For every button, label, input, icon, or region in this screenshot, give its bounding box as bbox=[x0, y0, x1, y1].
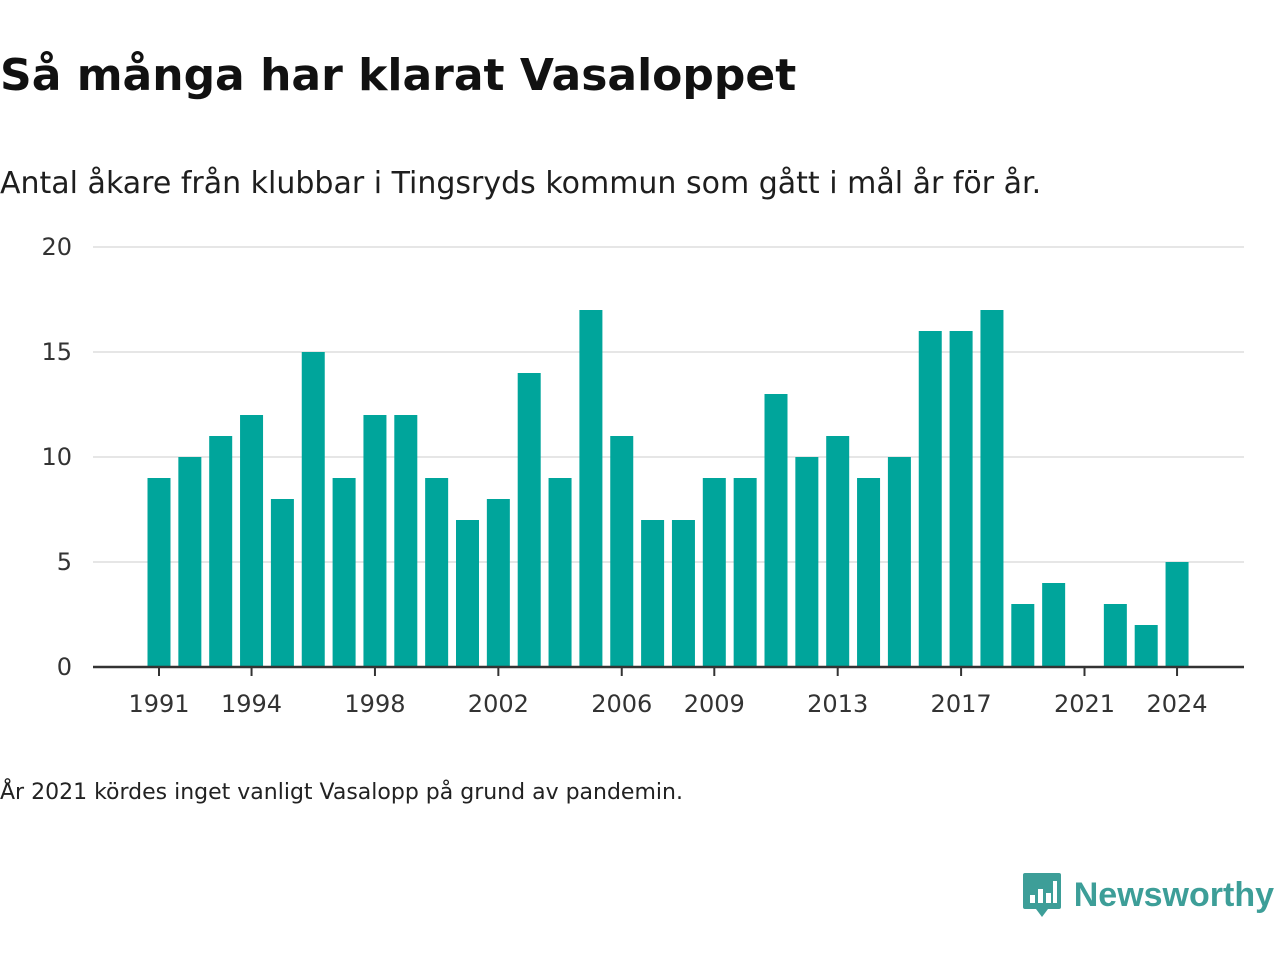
bar-2020 bbox=[1042, 583, 1066, 667]
bar-2024 bbox=[1165, 562, 1189, 667]
bar-1994 bbox=[240, 415, 264, 667]
chart-title: Så många har klarat Vasaloppet bbox=[0, 50, 797, 101]
bar-2015 bbox=[887, 457, 911, 667]
bar-2011 bbox=[764, 394, 788, 667]
bar-2002 bbox=[486, 499, 510, 667]
bar-2009 bbox=[702, 478, 726, 667]
x-tick-label: 2002 bbox=[468, 690, 529, 718]
bar-1996 bbox=[301, 352, 325, 667]
x-tick-label: 1998 bbox=[344, 690, 405, 718]
bar-1995 bbox=[270, 499, 294, 667]
bar-2019 bbox=[1011, 604, 1035, 667]
bar-2006 bbox=[610, 436, 634, 667]
bar-2017 bbox=[949, 331, 973, 667]
bar-1993 bbox=[209, 436, 233, 667]
bar-2008 bbox=[671, 520, 695, 667]
x-tick-label: 1991 bbox=[128, 690, 189, 718]
bar-1999 bbox=[394, 415, 418, 667]
bars bbox=[147, 310, 1189, 667]
y-tick-label: 10 bbox=[41, 443, 72, 471]
bar-2014 bbox=[857, 478, 881, 667]
brand-name: Newsworthy bbox=[1073, 875, 1274, 914]
x-tick-label: 2009 bbox=[684, 690, 745, 718]
x-tick-label: 2017 bbox=[931, 690, 992, 718]
bar-2001 bbox=[456, 520, 479, 667]
x-tick-label: 2013 bbox=[807, 690, 868, 718]
bar-2022 bbox=[1103, 604, 1127, 667]
bar-1992 bbox=[178, 457, 202, 667]
bar-1998 bbox=[363, 415, 387, 667]
x-tick-label: 2006 bbox=[591, 690, 652, 718]
bar-2012 bbox=[795, 457, 819, 667]
x-axis-ticks: 1991 1994 1998 2002 2006 2009 2013 2017 2021 2024 bbox=[128, 667, 1208, 718]
bar-1991 bbox=[147, 478, 171, 667]
bar-2000 bbox=[425, 478, 449, 667]
bar-2004 bbox=[548, 478, 572, 667]
bar-2003 bbox=[517, 373, 541, 667]
bar-2013 bbox=[826, 436, 850, 667]
y-tick-label: 20 bbox=[41, 233, 72, 261]
y-tick-label: 15 bbox=[41, 338, 72, 366]
y-axis-ticks: 0 5 10 15 20 bbox=[41, 233, 72, 681]
y-tick-label: 5 bbox=[57, 548, 72, 576]
x-tick-label: 2021 bbox=[1054, 690, 1115, 718]
chart-subtitle: Antal åkare från klubbar i Tingsryds kom… bbox=[0, 166, 1042, 201]
bar-1997 bbox=[332, 478, 356, 667]
bar-chart: 0 5 10 15 20 1991 1994 1998 2002 2006 2009 2013 201… bbox=[41, 233, 1244, 718]
bar-2023 bbox=[1134, 625, 1158, 667]
bar-chart-speech-bubble-icon bbox=[1022, 873, 1061, 917]
bar-2016 bbox=[918, 331, 942, 667]
y-tick-label: 0 bbox=[57, 653, 72, 681]
bar-2018 bbox=[980, 310, 1004, 667]
bar-2007 bbox=[641, 520, 665, 667]
bar-2010 bbox=[733, 478, 757, 667]
x-tick-label: 2024 bbox=[1147, 690, 1208, 718]
bar-2005 bbox=[579, 310, 603, 667]
x-tick-label: 1994 bbox=[221, 690, 282, 718]
gridlines bbox=[93, 246, 1244, 563]
footnote: År 2021 kördes inget vanligt Vasalopp på… bbox=[0, 780, 683, 805]
brand-logo: Newsworthy bbox=[1022, 870, 1274, 920]
